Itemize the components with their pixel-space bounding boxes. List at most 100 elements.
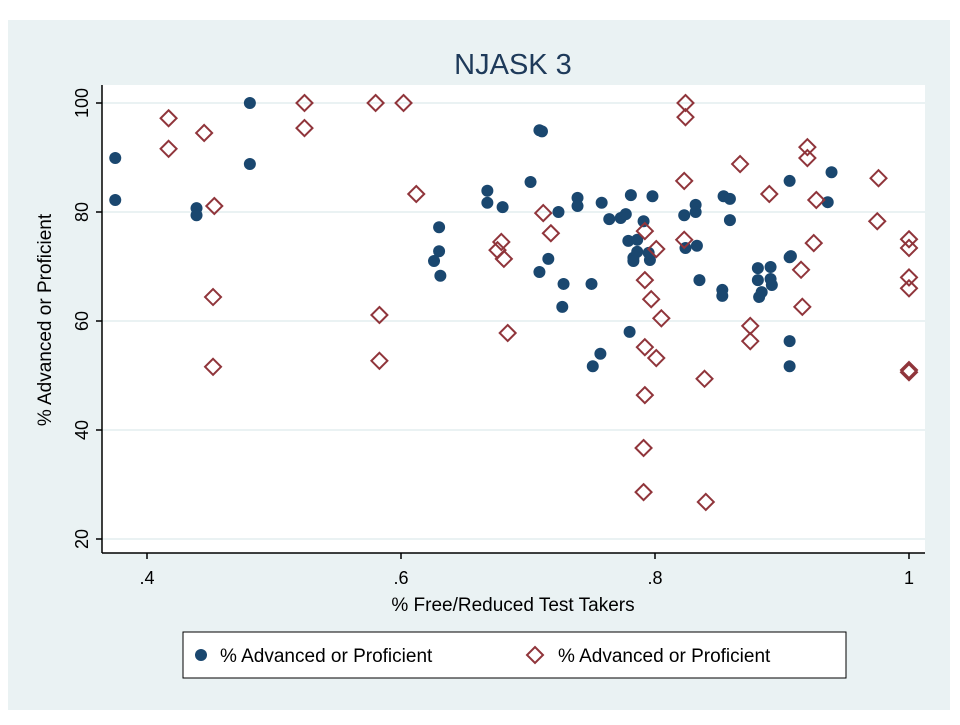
data-point-circle	[109, 194, 122, 207]
data-point-circle	[428, 255, 441, 268]
data-point-diamond	[899, 238, 919, 258]
data-point-diamond	[635, 337, 655, 357]
data-point-diamond	[634, 438, 653, 458]
data-point-diamond	[651, 308, 671, 328]
data-point-circle	[481, 196, 494, 209]
data-point-diamond	[295, 118, 314, 138]
data-point-diamond	[696, 492, 716, 512]
data-point-diamond	[203, 357, 223, 377]
data-point-circle	[434, 269, 447, 282]
y-tick-label: 60	[72, 311, 92, 331]
y-tick-label: 20	[72, 529, 92, 549]
data-point-diamond	[899, 278, 919, 298]
data-point-diamond	[869, 168, 888, 188]
data-point-diamond	[159, 139, 179, 159]
y-tick-label: 40	[72, 420, 92, 440]
x-axis-label: % Free/Reduced Test Takers	[391, 595, 634, 616]
data-point-circle	[433, 245, 446, 258]
data-point-circle	[481, 184, 494, 197]
gridlines	[102, 102, 925, 540]
data-point-diamond	[730, 154, 750, 174]
data-point-circle	[556, 300, 569, 313]
data-point-diamond	[759, 184, 779, 204]
data-point-diamond	[366, 93, 386, 113]
data-point-circle	[690, 239, 703, 252]
legend-label-series-2: % Advanced or Proficient	[558, 646, 771, 667]
data-point-circle	[557, 277, 570, 290]
data-point-circle	[109, 152, 122, 165]
data-point-circle	[571, 200, 584, 213]
x-tick-label: 1	[904, 568, 914, 588]
data-point-circle	[642, 246, 655, 259]
data-point-diamond	[676, 107, 695, 127]
legend-marker-diamond	[525, 645, 545, 665]
data-point-circle	[190, 209, 203, 222]
data-point-circle	[627, 255, 640, 268]
data-point-circle	[764, 261, 777, 274]
data-point-diamond	[899, 229, 919, 249]
data-point-circle	[693, 274, 706, 287]
data-point-diamond	[646, 239, 666, 259]
data-marks	[109, 93, 919, 512]
data-point-circle	[751, 274, 764, 287]
data-point-diamond	[797, 148, 817, 168]
data-point-circle	[631, 245, 644, 258]
data-point-diamond	[494, 249, 514, 269]
data-point-circle	[783, 335, 796, 348]
data-point-diamond	[676, 93, 695, 113]
data-point-circle	[646, 190, 659, 203]
data-point-diamond	[369, 351, 389, 371]
axis-ticks: 20 40 60 80 100 .4 .6 .8 1	[72, 88, 914, 588]
data-point-circle	[623, 325, 636, 338]
data-point-diamond	[695, 369, 714, 389]
data-point-circle	[631, 233, 644, 246]
data-point-diamond	[635, 385, 655, 405]
data-point-diamond	[804, 233, 824, 253]
data-point-circle	[243, 97, 256, 109]
plot-area	[102, 85, 925, 553]
legend-marker-circle	[195, 649, 207, 661]
y-axis-label: % Advanced or Proficient	[35, 213, 56, 426]
data-point-diamond	[641, 289, 661, 309]
data-point-circle	[723, 214, 736, 227]
x-tick-label: .6	[393, 568, 408, 588]
data-point-circle	[716, 289, 729, 302]
data-point-diamond	[204, 196, 224, 216]
data-point-diamond	[806, 190, 826, 210]
data-point-circle	[723, 192, 736, 205]
x-tick-label: .4	[139, 568, 154, 588]
data-point-diamond	[740, 331, 760, 351]
data-point-circle	[586, 360, 599, 373]
chart-title: NJASK 3	[454, 49, 572, 81]
data-point-circle	[678, 209, 691, 222]
data-point-circle	[755, 286, 768, 299]
data-point-circle	[765, 279, 778, 292]
data-point-diamond	[797, 137, 817, 157]
data-point-diamond	[635, 221, 655, 241]
y-tick-label: 100	[72, 88, 92, 118]
data-point-diamond	[498, 323, 518, 343]
data-point-diamond	[369, 305, 389, 325]
data-point-circle	[243, 158, 256, 171]
data-point-circle	[585, 277, 598, 290]
legend-label-series-1: % Advanced or Proficient	[220, 646, 433, 667]
data-point-circle	[622, 234, 635, 247]
data-point-circle	[825, 166, 838, 179]
data-point-circle	[594, 347, 607, 360]
data-point-circle	[533, 265, 546, 278]
data-point-circle	[433, 221, 446, 234]
data-point-circle	[603, 213, 616, 226]
data-point-diamond	[899, 360, 919, 380]
data-point-circle	[624, 189, 637, 202]
data-point-circle	[524, 176, 537, 189]
data-point-diamond	[867, 211, 887, 231]
data-point-circle	[689, 206, 702, 218]
data-point-circle	[552, 206, 565, 218]
data-point-diamond	[533, 203, 553, 223]
data-point-diamond	[674, 171, 694, 191]
data-point-circle	[784, 250, 797, 263]
data-point-diamond	[634, 482, 653, 502]
data-point-diamond	[791, 260, 811, 280]
data-point-diamond	[646, 348, 666, 368]
